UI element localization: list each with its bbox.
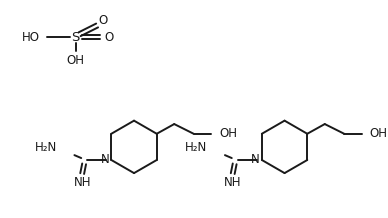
Text: H₂N: H₂N <box>185 141 208 154</box>
Text: OH: OH <box>369 127 388 140</box>
Text: O: O <box>104 31 113 44</box>
Text: N: N <box>251 153 260 167</box>
Text: S: S <box>71 31 80 44</box>
Text: O: O <box>98 14 107 27</box>
Text: HO: HO <box>22 31 40 44</box>
Text: H₂N: H₂N <box>35 141 57 154</box>
Text: OH: OH <box>67 54 85 67</box>
Text: OH: OH <box>219 127 237 140</box>
Text: NH: NH <box>224 176 241 189</box>
Text: NH: NH <box>73 176 91 189</box>
Text: N: N <box>100 153 109 167</box>
